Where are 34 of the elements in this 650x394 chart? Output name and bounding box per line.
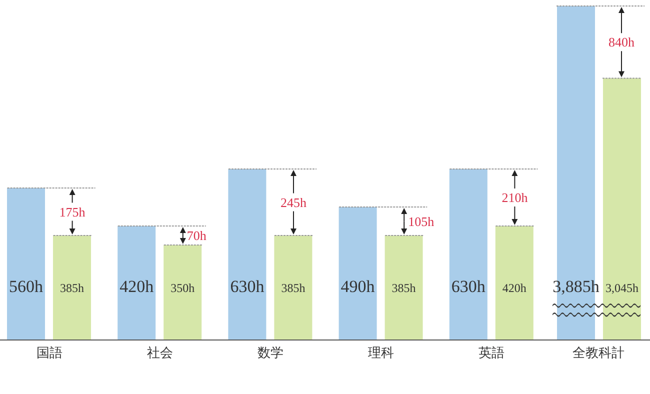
data-label: 385h (392, 281, 416, 295)
x-tick-label: 全教科計 (572, 346, 624, 362)
bar (338, 206, 377, 340)
x-tick-label: 理科 (368, 346, 394, 362)
bar (384, 235, 423, 340)
data-label: 420h (502, 281, 526, 295)
data-label: 490h (340, 277, 376, 296)
annotation: 245h (280, 194, 307, 210)
annotation: 70h (186, 228, 207, 244)
annotation: 105h (408, 214, 435, 229)
bar (228, 168, 266, 340)
annotation: 210h (502, 190, 528, 206)
annotation: 840h (608, 34, 635, 50)
data-label: 385h (60, 281, 84, 295)
data-label: 3,885h (552, 277, 600, 296)
data-label: 420h (120, 277, 154, 296)
data-label: 3,045h (606, 281, 638, 295)
x-tick-label: 社会 (146, 346, 173, 362)
annotation: 175h (59, 204, 86, 220)
data-label: 385h (281, 281, 306, 295)
x-tick-label: 数学 (258, 346, 284, 362)
x-tick-label: 英語 (478, 346, 505, 362)
bar (164, 244, 202, 340)
data-label: 560h (9, 277, 44, 296)
bar (118, 226, 156, 340)
data-label: 630h (451, 277, 486, 296)
bar (495, 226, 534, 340)
bar (449, 168, 488, 340)
bar (7, 188, 45, 340)
data-label: 350h (170, 281, 195, 295)
x-tick-label: 国語 (36, 346, 62, 362)
bar (53, 235, 91, 340)
data-label: 630h (230, 277, 265, 296)
bar (274, 235, 312, 340)
